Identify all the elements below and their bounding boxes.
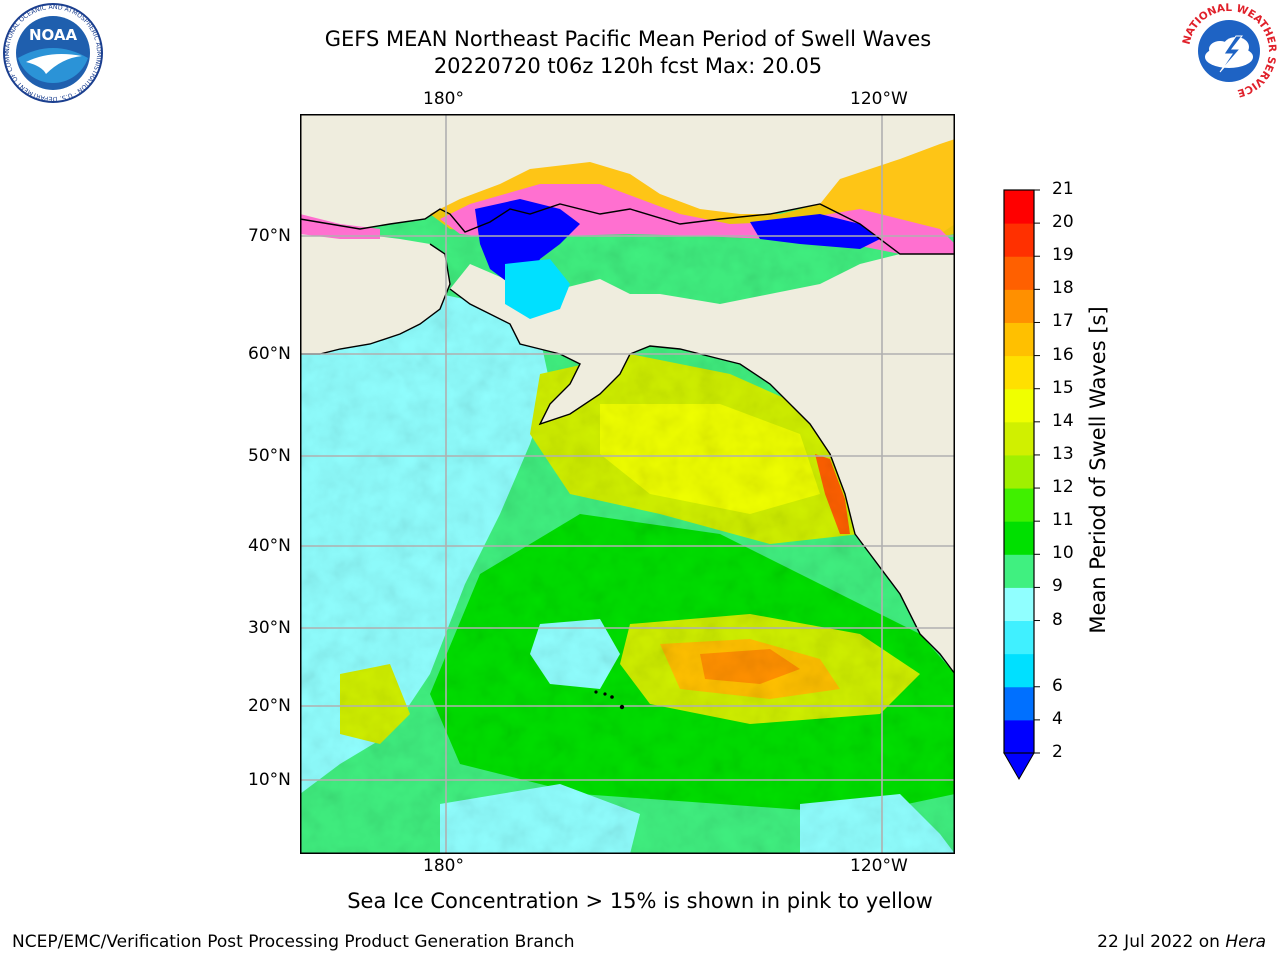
colorbar-tick-label: 21 <box>1052 179 1074 199</box>
lat-label-40n: 40°N <box>248 536 291 556</box>
colorbar-tick-label: 10 <box>1052 543 1074 564</box>
colorbar-tick-label: 19 <box>1052 245 1074 266</box>
lon-label-bottom-180: 180° <box>423 856 464 876</box>
arctic-bering-short <box>505 259 570 319</box>
hawaii-islands <box>594 690 625 710</box>
colorbar-tick-label: 9 <box>1052 576 1063 597</box>
swell-period-map <box>300 114 955 854</box>
colorbar-outline <box>1003 189 1035 754</box>
colorbar-bin <box>1004 719 1034 754</box>
lat-label-30n: 30°N <box>248 618 291 638</box>
colorbar-tick-label: 16 <box>1052 344 1074 365</box>
colorbar-bin <box>1004 554 1034 588</box>
chart-subtitle: 20220720 t06z 120h fcst Max: 20.05 <box>433 54 823 78</box>
colorbar-bin <box>1004 421 1034 456</box>
chart-title: GEFS MEAN Northeast Pacific Mean Period … <box>324 27 932 51</box>
colorbar-bin <box>1004 620 1034 655</box>
lon-label-top-180: 180° <box>423 89 464 109</box>
nws-logo: NATIONAL WEATHER SERVICE <box>1181 2 1278 99</box>
colorbar <box>1003 189 1040 781</box>
colorbar-bin <box>1004 686 1034 721</box>
colorbar-tick-label: 4 <box>1052 708 1063 729</box>
colorbar-tick-label: 12 <box>1052 477 1074 498</box>
lat-label-60n: 60°N <box>248 344 291 364</box>
colorbar-bin <box>1004 521 1034 555</box>
colorbar-tick-label: 13 <box>1052 443 1074 464</box>
colorbar-bin <box>1004 587 1034 622</box>
colorbar-tick-label: 15 <box>1052 377 1074 398</box>
arctic-short-period <box>475 199 580 284</box>
coastline-siberia <box>300 243 451 355</box>
colorbar-bin <box>1004 190 1034 224</box>
colorbar-tick-label: 2 <box>1052 742 1063 762</box>
colorbar-bin <box>1004 322 1034 357</box>
lat-label-70n: 70°N <box>248 226 291 246</box>
colorbar-tick-label: 6 <box>1052 675 1063 696</box>
colorbar-title: Mean Period of Swell Waves [s] <box>1086 306 1110 634</box>
footer-date: 22 Jul 2022 on Hera <box>1097 932 1266 952</box>
colorbar-tick-label: 8 <box>1052 609 1063 630</box>
colorbar-extend-arrow <box>1003 752 1035 781</box>
land-alaska-canada <box>450 254 955 674</box>
colorbar-tick-label: 17 <box>1052 311 1074 332</box>
colorbar-tick-label: 18 <box>1052 278 1074 299</box>
coastline <box>300 203 955 675</box>
colorbar-bin <box>1004 256 1034 290</box>
svg-text:NOAA: NOAA <box>29 26 78 44</box>
sea-ice-west <box>300 214 380 239</box>
land-east-siberia <box>300 224 450 354</box>
noaa-logo: NATIONAL OCEANIC AND ATMOSPHERIC ADMINIS… <box>2 2 103 103</box>
colorbar-tick-label: 11 <box>1052 510 1074 531</box>
lon-label-top-120w: 120°W <box>850 89 908 109</box>
colorbar-bin <box>1004 289 1034 323</box>
lat-label-20n: 20°N <box>248 696 291 716</box>
colorbar-tick-label: 14 <box>1052 410 1074 431</box>
colorbar-bin <box>1004 454 1034 489</box>
sea-ice-caption: Sea Ice Concentration > 15% is shown in … <box>347 889 933 913</box>
arctic-short-period-east <box>750 214 880 249</box>
colorbar-bin <box>1004 488 1034 522</box>
colorbar-bin <box>1004 653 1034 688</box>
colorbar-bin <box>1004 355 1034 390</box>
lat-label-10n: 10°N <box>248 770 291 790</box>
lat-label-50n: 50°N <box>248 446 291 466</box>
graticule <box>300 114 955 854</box>
colorbar-tick-label: 20 <box>1052 212 1074 233</box>
colorbar-bin <box>1004 388 1034 423</box>
footer-credit: NCEP/EMC/Verification Post Processing Pr… <box>12 932 575 952</box>
lon-label-bottom-120w: 120°W <box>850 856 908 876</box>
colorbar-bin <box>1004 223 1034 257</box>
